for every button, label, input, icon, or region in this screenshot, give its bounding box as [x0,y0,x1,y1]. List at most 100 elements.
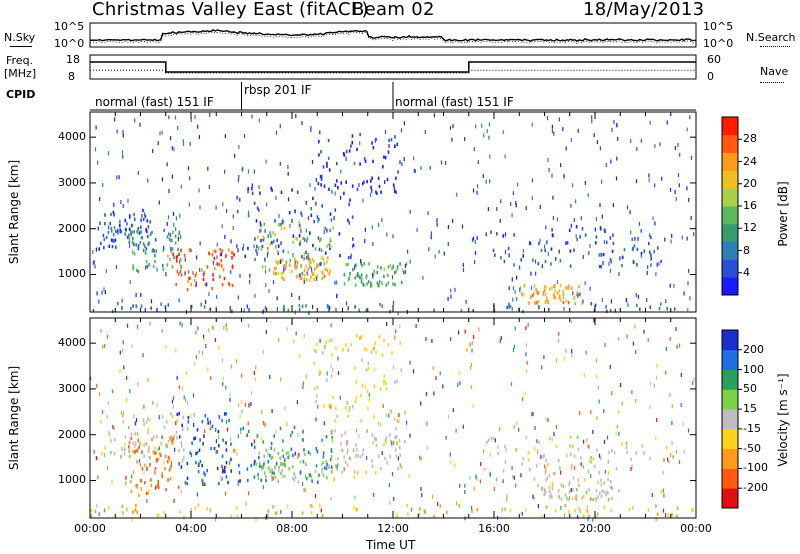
heatmap-cell [230,442,232,446]
heatmap-cell [324,267,327,271]
heatmap-cell [262,350,264,354]
heatmap-cell [198,188,200,193]
heatmap-cell [156,513,158,518]
heatmap-cell [250,391,253,396]
heatmap-cell [131,474,133,479]
heatmap-cell [324,251,327,255]
heatmap-cell [370,281,372,285]
heatmap-cell [617,489,620,493]
heatmap-cell [270,446,272,450]
heatmap-cell [367,280,370,284]
heatmap-cell [247,429,250,434]
heatmap-cell [533,477,536,481]
heatmap-cell [583,515,585,519]
heatmap-cell [207,421,209,425]
heatmap-cell [408,474,410,479]
heatmap-cell [96,503,98,508]
heatmap-cell [225,254,227,258]
heatmap-cell [275,511,277,515]
heatmap-cell [310,213,313,217]
heatmap-cell [596,448,598,452]
heatmap-cell [509,508,512,513]
heatmap-cell [355,380,358,384]
heatmap-cell [551,487,554,491]
heatmap-cell [119,224,121,228]
heatmap-cell [305,374,307,379]
heatmap-cell [96,383,98,388]
heatmap-cell [311,479,313,483]
heatmap-cell [132,264,134,268]
colorbar-swatch [722,188,738,207]
heatmap-cell [334,183,337,187]
heatmap-cell [681,235,683,240]
heatmap-cell [329,269,332,273]
heatmap-cell [264,257,266,262]
heatmap-cell [187,415,190,420]
heatmap-cell [260,467,263,472]
heatmap-cell [182,456,185,460]
heatmap-cell [182,427,184,431]
heatmap-cell [554,289,557,293]
heatmap-cell [222,438,224,442]
heatmap-cell [186,401,188,406]
heatmap-cell [240,430,242,434]
heatmap-cell [253,439,255,444]
heatmap-cell [688,268,690,273]
colorbar-swatch [722,428,738,450]
heatmap-cell [166,263,169,267]
heatmap-cell [606,435,609,440]
heatmap-cell [690,215,692,220]
heatmap-cell [282,219,285,224]
heatmap-cell [346,448,349,452]
freq-unit-label: [MHz] [4,67,37,80]
heatmap-cell [462,268,465,272]
x-tick-label: 16:00 [478,522,510,535]
heatmap-cell [169,247,172,251]
heatmap-cell [565,241,567,245]
heatmap-cell [420,166,422,171]
heatmap-cell [107,230,110,235]
heatmap-cell [630,230,632,235]
colorbar-swatch [722,448,738,469]
heatmap-cell [286,422,288,426]
heatmap-cell [291,430,293,435]
heatmap-cell [343,467,345,472]
heatmap-cell [314,186,316,191]
heatmap-cell [101,451,103,455]
heatmap-cell [595,217,597,222]
heatmap-cell [209,112,211,117]
heatmap-cell [222,202,224,207]
heatmap-cell [226,427,229,432]
heatmap-cell [184,398,187,403]
heatmap-cell [534,446,536,451]
heatmap-cell [193,412,195,417]
heatmap-cell [181,323,183,328]
heatmap-cell [295,236,297,241]
heatmap-cell [399,463,402,467]
heatmap-cell [95,125,97,130]
heatmap-cell [365,368,368,372]
heatmap-cell [161,328,163,333]
heatmap-cell [380,466,382,471]
heatmap-cell [233,253,235,257]
heatmap-cell [635,451,637,455]
heatmap-cell [214,249,217,254]
colorbar-tick-label: 12 [743,221,757,235]
heatmap-cell [107,151,110,156]
heatmap-cell [551,228,553,232]
heatmap-cell [570,223,572,228]
heatmap-cell [678,343,681,348]
heatmap-cell [304,452,306,456]
heatmap-cell [114,117,116,122]
heatmap-cell [385,381,387,386]
cpid-segment-2: rbsp 201 IF [244,83,312,97]
heatmap-cell [108,431,110,435]
heatmap-cell [348,202,350,207]
heatmap-cell [268,289,270,293]
heatmap-cell [399,160,401,164]
heatmap-cell [209,424,211,429]
heatmap-cell [277,251,279,255]
heatmap-cell [341,470,343,475]
heatmap-cell [594,496,597,501]
